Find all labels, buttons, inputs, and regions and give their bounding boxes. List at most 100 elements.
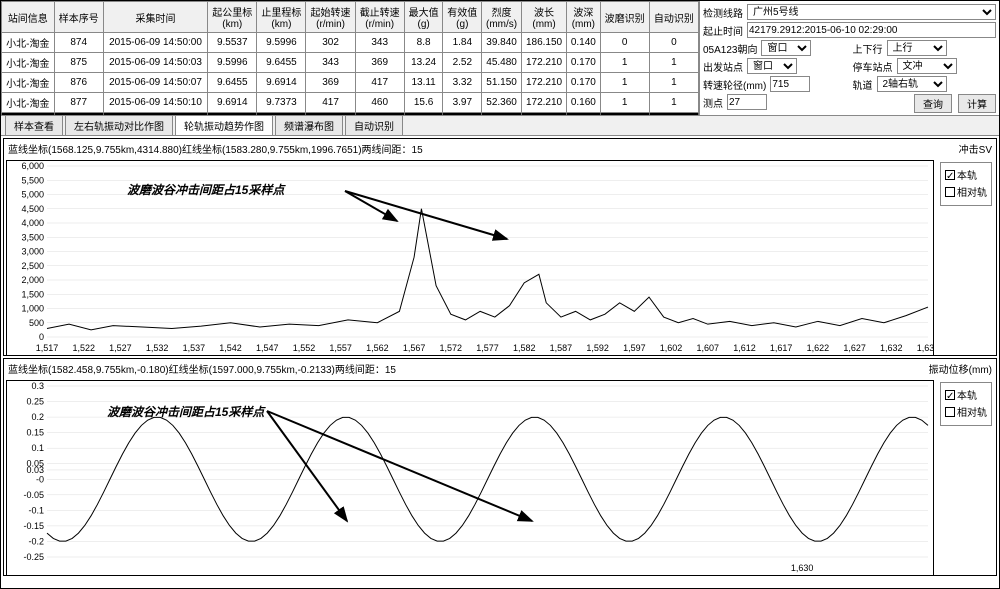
cell: 2015-06-09 14:50:03 [103, 53, 207, 73]
checkbox-icon[interactable]: ✓ [945, 390, 955, 400]
cell: 2015-06-09 14:50:07 [103, 73, 207, 93]
svg-text:500: 500 [29, 318, 44, 328]
svg-text:0.05: 0.05 [26, 459, 44, 469]
cell: 52.360 [482, 93, 522, 113]
svg-text:-0.1: -0.1 [28, 505, 44, 515]
line-select[interactable]: 广州5号线 [747, 4, 996, 20]
svg-text:1,547: 1,547 [256, 343, 279, 353]
svg-text:1,532: 1,532 [146, 343, 169, 353]
col-header[interactable]: 波长(mm) [521, 2, 566, 33]
start-select[interactable]: 窗口 [747, 58, 797, 74]
svg-text:1,630: 1,630 [791, 563, 814, 573]
cell: 小北-淘金 [2, 53, 55, 73]
chart2-plot[interactable]: 波磨波谷冲击间距占15采样点 -0.25-0.2-0.15-0.1-0.05-0… [6, 380, 934, 576]
svg-text:6,000: 6,000 [21, 161, 44, 171]
cell: 1 [600, 93, 649, 113]
cell: 15.6 [404, 93, 443, 113]
tab-4[interactable]: 自动识别 [345, 115, 403, 135]
svg-text:1,597: 1,597 [623, 343, 646, 353]
cell: 0.160 [567, 93, 600, 113]
svg-text:0.3: 0.3 [31, 381, 44, 391]
cell: 小北-淘金 [2, 33, 55, 53]
table-row[interactable]: 小北-淘金8742015-06-09 14:50:009.55379.59963… [2, 33, 699, 53]
stop-select[interactable]: 文冲 [897, 58, 957, 74]
col-header[interactable]: 波深(mm) [567, 2, 600, 33]
chart2-coord-label: 蓝线坐标(1582.458,9.755km,-0.180)红线坐标(1597.0… [8, 361, 396, 376]
cell: 172.210 [521, 53, 566, 73]
cell: 2015-06-09 14:50:00 [103, 33, 207, 53]
cell: 9.6914 [208, 93, 257, 113]
cell: 369 [306, 73, 355, 93]
cell: 9.6914 [257, 73, 306, 93]
tab-bar: 样本查看左右轨振动对比作图轮轨振动趋势作图频谱瀑布图自动识别 [1, 116, 999, 136]
cell: 1 [649, 93, 698, 113]
cell: 3.97 [443, 93, 482, 113]
checkbox-icon[interactable] [945, 187, 955, 197]
svg-text:-0.2: -0.2 [28, 536, 44, 546]
point-input[interactable] [727, 94, 767, 110]
cell: 172.210 [521, 73, 566, 93]
svg-text:4,500: 4,500 [21, 204, 44, 214]
col-header[interactable]: 样本序号 [54, 2, 103, 33]
wheel-label: 转速轮径(mm) [703, 77, 766, 92]
filter-form: 检测线路 广州5号线 起止时间 05A123朝向 窗口 出发站点 窗口 转速轮径… [699, 1, 999, 115]
svg-text:0.1: 0.1 [31, 443, 44, 453]
svg-text:1,577: 1,577 [476, 343, 499, 353]
svg-text:-0.25: -0.25 [23, 552, 44, 562]
cell: 3.32 [443, 73, 482, 93]
time-input[interactable] [747, 22, 996, 38]
svg-text:5,000: 5,000 [21, 190, 44, 200]
svg-text:1,602: 1,602 [660, 343, 683, 353]
svg-text:1,637: 1,637 [917, 343, 933, 353]
chart-impact-sv: 蓝线坐标(1568.125,9.755km,4314.880)红线坐标(1583… [3, 138, 997, 356]
checkbox-icon[interactable]: ✓ [945, 170, 955, 180]
cell: 343 [355, 33, 404, 53]
track-select[interactable]: 2轴右轨 [877, 76, 947, 92]
tab-3[interactable]: 频谱瀑布图 [275, 115, 343, 135]
tab-0[interactable]: 样本查看 [5, 115, 63, 135]
col-header[interactable]: 有效值(g) [443, 2, 482, 33]
table-row[interactable]: 小北-淘金8772015-06-09 14:50:109.69149.73734… [2, 93, 699, 113]
calc-button[interactable]: 计算 [958, 94, 996, 113]
svg-text:1,587: 1,587 [550, 343, 573, 353]
svg-text:1,517: 1,517 [36, 343, 59, 353]
cell: 460 [355, 93, 404, 113]
dir-select[interactable]: 窗口 [761, 40, 811, 56]
col-header[interactable]: 烈度(mm/s) [482, 2, 522, 33]
col-header[interactable]: 起公里标(km) [208, 2, 257, 33]
table-row[interactable]: 小北-淘金8752015-06-09 14:50:039.59969.64553… [2, 53, 699, 73]
chart1-plot[interactable]: 波磨波谷冲击间距占15采样点 05001,0001,5002,0002,5003… [6, 160, 934, 356]
checkbox-icon[interactable] [945, 407, 955, 417]
col-header[interactable]: 止里程标(km) [257, 2, 306, 33]
tab-1[interactable]: 左右轨振动对比作图 [65, 115, 173, 135]
cell: 874 [54, 33, 103, 53]
svg-text:0: 0 [39, 332, 44, 342]
tab-2[interactable]: 轮轨振动趋势作图 [175, 115, 273, 135]
cell: 9.5996 [208, 53, 257, 73]
table-row[interactable]: 小北-淘金8762015-06-09 14:50:079.64559.69143… [2, 73, 699, 93]
col-header[interactable]: 波磨识别 [600, 2, 649, 33]
chart1-legend: ✓本轨 相对轨 [936, 158, 996, 358]
col-header[interactable]: 站间信息 [2, 2, 55, 33]
svg-text:-0.05: -0.05 [23, 490, 44, 500]
wheel-input[interactable] [770, 76, 810, 92]
col-header[interactable]: 自动识别 [649, 2, 698, 33]
sample-table: 站间信息样本序号采集时间起公里标(km)止里程标(km)起始转速(r/min)截… [1, 1, 699, 115]
query-button[interactable]: 查询 [914, 94, 952, 113]
col-header[interactable]: 最大值(g) [404, 2, 443, 33]
cell: 9.7373 [257, 93, 306, 113]
svg-text:0.2: 0.2 [31, 412, 44, 422]
updown-select[interactable]: 上行 [887, 40, 947, 56]
cell: 8.8 [404, 33, 443, 53]
cell: 9.5996 [257, 33, 306, 53]
cell: 1.84 [443, 33, 482, 53]
track-label: 轨道 [853, 77, 873, 92]
svg-text:1,572: 1,572 [440, 343, 463, 353]
cell: 186.150 [521, 33, 566, 53]
cell: 1 [600, 53, 649, 73]
cell: 0.190 [567, 113, 600, 116]
cell: 876 [54, 73, 103, 93]
col-header[interactable]: 采集时间 [103, 2, 207, 33]
col-header[interactable]: 起始转速(r/min) [306, 2, 355, 33]
col-header[interactable]: 截止转速(r/min) [355, 2, 404, 33]
